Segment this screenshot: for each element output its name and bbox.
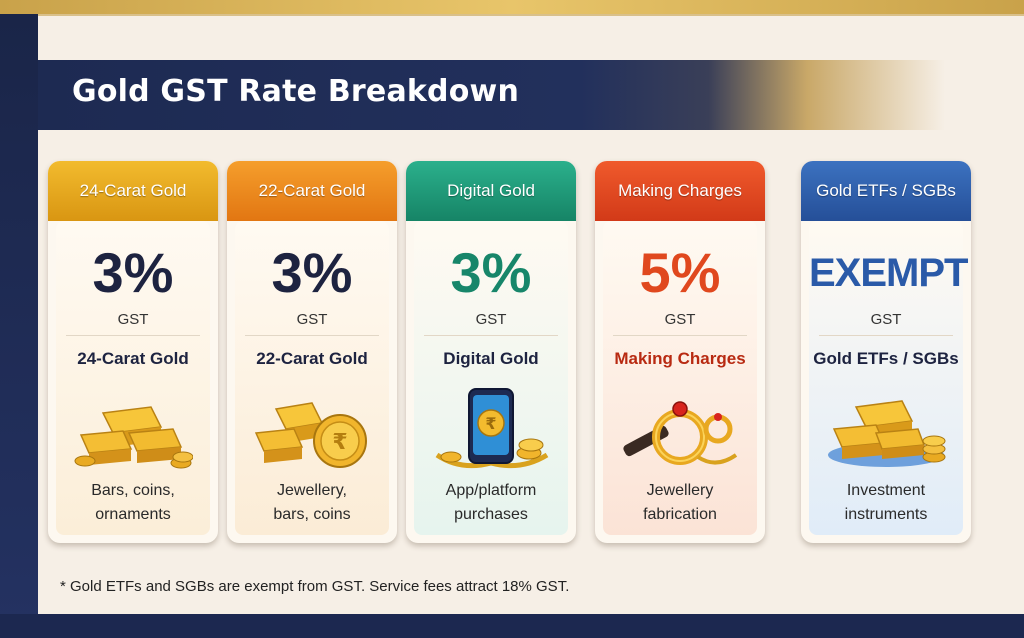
gst-label: GST (870, 311, 902, 328)
gold-coin-rupee-icon: ₹ (254, 402, 367, 468)
card-digital-gold: Digital Gold 3% GST Digital Gold ₹ App/p… (406, 161, 576, 543)
divider (66, 335, 200, 336)
phone-rupee-icon: ₹ (435, 388, 549, 469)
card-header: Gold ETFs / SGBs (801, 161, 971, 221)
svg-text:₹: ₹ (485, 414, 496, 433)
gst-rate: 5% (639, 241, 721, 304)
card-description: Jewellery, bars, coins (235, 479, 389, 527)
card-making-charges: Making Charges 5% GST Making Charges Jew… (595, 161, 765, 543)
card-header: 22-Carat Gold (227, 161, 397, 221)
card-body: 5% GST Making Charges Jewellery fabricat… (603, 221, 757, 535)
card-24-carat-gold: 24-Carat Gold 3% GST 24-Carat Gold Bars,… (48, 161, 218, 543)
left-rail (0, 14, 38, 638)
top-accent-strip (0, 0, 1024, 14)
card-name: Gold ETFs / SGBs (813, 349, 959, 368)
gst-label: GST (296, 311, 328, 328)
description-line: Investment (846, 482, 926, 499)
card-body: 3% GST Digital Gold ₹ App/platform purch… (414, 221, 568, 535)
gst-rate: 3% (92, 241, 174, 304)
card-body: 3% GST 22-Carat Gold ₹ Jewellery, bars, … (235, 221, 389, 535)
title-banner: Gold GST Rate Breakdown (38, 60, 1024, 130)
gst-label: GST (117, 311, 149, 328)
description-line: bars, coins (273, 506, 351, 523)
card-name: 24-Carat Gold (77, 349, 189, 368)
description-line: Jewellery, (277, 482, 347, 499)
card-name: 22-Carat Gold (256, 349, 368, 368)
content-panel: Gold GST Rate Breakdown 24-Carat Gold 3%… (38, 14, 1024, 614)
description-line: Bars, coins, (91, 482, 175, 499)
gst-rate: 3% (271, 241, 353, 304)
divider (819, 335, 953, 336)
card-body: EXEMPT GST Gold ETFs / SGBs Investment i… (809, 221, 968, 535)
card-description: Jewellery fabrication (603, 479, 757, 527)
description-line: Jewellery (646, 482, 714, 499)
bottom-strip (0, 614, 1024, 638)
description-line: instruments (844, 506, 928, 523)
divider (613, 335, 747, 336)
card-gold-etfs-sgbs: Gold ETFs / SGBs EXEMPT GST Gold ETFs / … (801, 161, 971, 543)
card-header: Digital Gold (406, 161, 576, 221)
card-body: 3% GST 24-Carat Gold Bars, coins, orname… (56, 221, 210, 535)
gold-bars-icon (74, 406, 193, 469)
description-line: App/platform (445, 482, 537, 499)
card-description: Bars, coins, ornaments (56, 479, 210, 527)
ring-tools-icon (623, 401, 738, 465)
footnote: * Gold ETFs and SGBs are exempt from GST… (60, 578, 570, 595)
gold-bars-coins-icon (828, 400, 946, 467)
gst-label: GST (475, 311, 507, 328)
card-header: 24-Carat Gold (48, 161, 218, 221)
divider (424, 335, 558, 336)
gst-rate: EXEMPT (809, 251, 968, 295)
description-line: fabrication (643, 506, 717, 523)
card-description: Investment instruments (809, 479, 963, 527)
description-line: ornaments (95, 506, 171, 523)
card-name: Making Charges (614, 349, 746, 368)
svg-text:₹: ₹ (332, 430, 347, 455)
card-header: Making Charges (595, 161, 765, 221)
page-title: Gold GST Rate Breakdown (72, 74, 520, 109)
card-name: Digital Gold (443, 349, 539, 368)
gst-label: GST (664, 311, 696, 328)
divider (245, 335, 379, 336)
card-22-carat-gold: 22-Carat Gold 3% GST 22-Carat Gold ₹ Jew… (227, 161, 397, 543)
description-line: purchases (454, 506, 528, 523)
card-description: App/platform purchases (414, 479, 568, 527)
gst-rate: 3% (450, 241, 532, 304)
